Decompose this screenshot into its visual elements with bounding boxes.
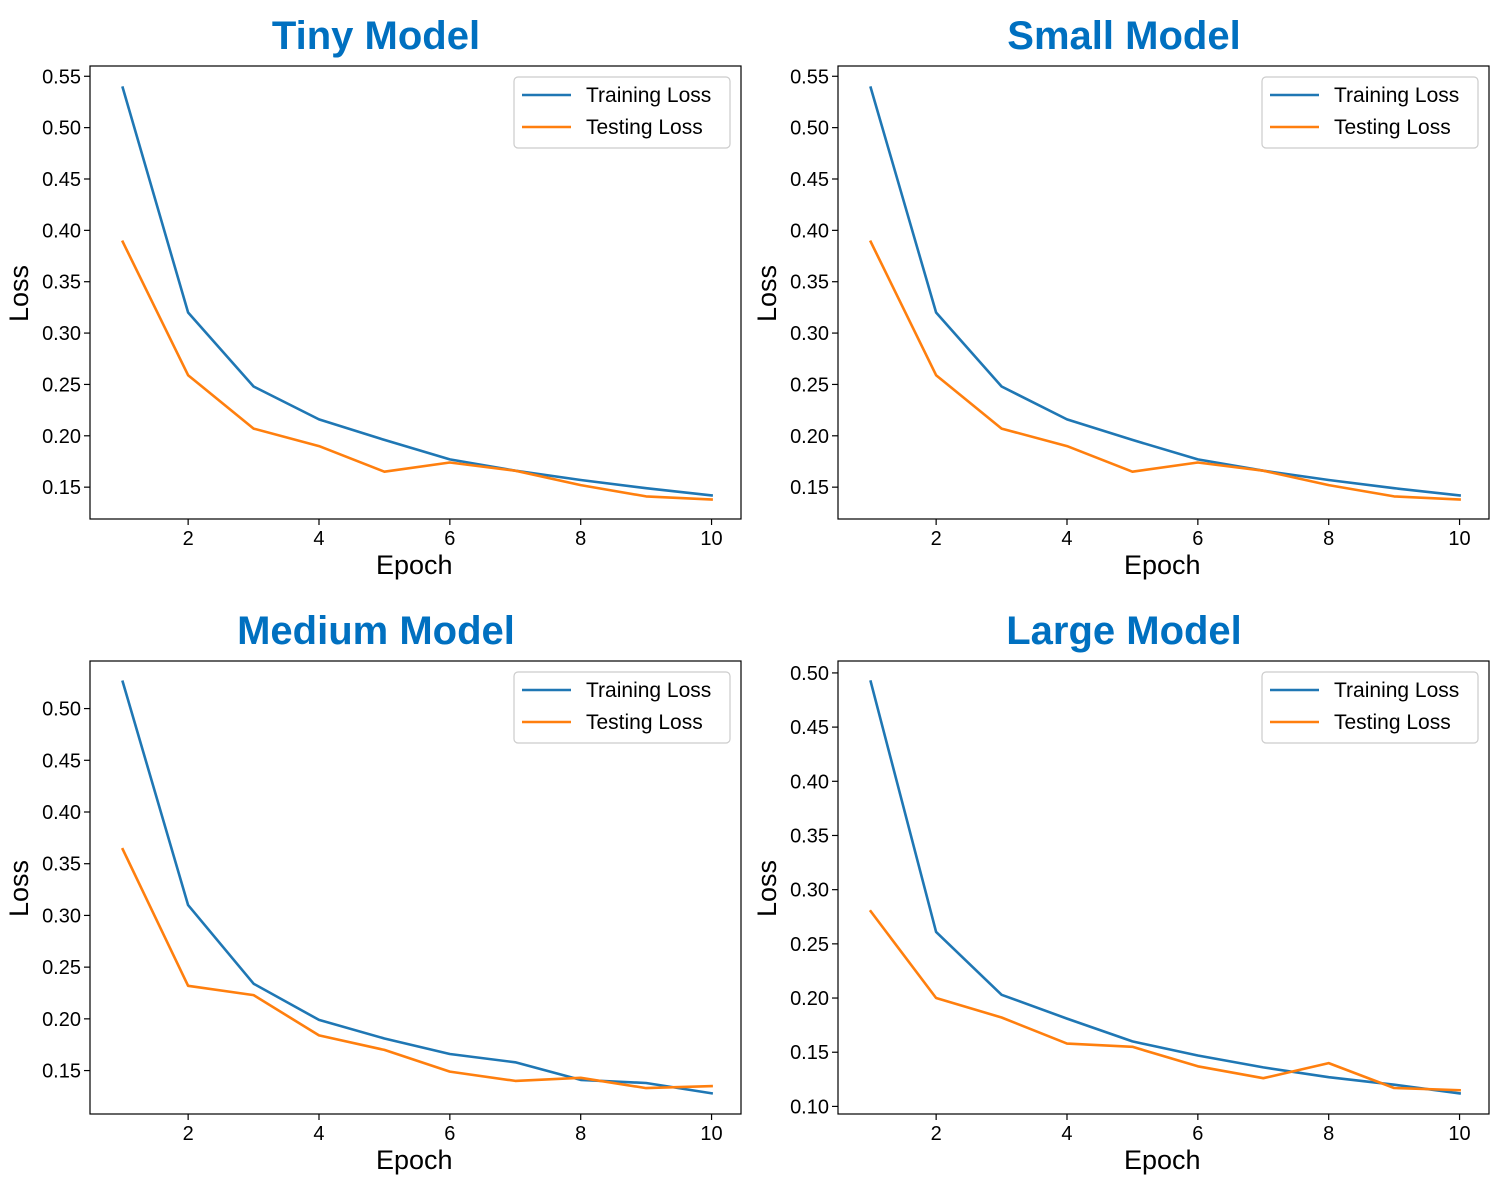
y-tick-label: 0.50 bbox=[42, 699, 81, 721]
legend: Training Loss Testing Loss bbox=[513, 76, 731, 149]
y-axis-label: Loss bbox=[752, 264, 783, 323]
plot-frame bbox=[89, 660, 742, 1115]
x-tick-label: 8 bbox=[575, 1123, 586, 1145]
plot-frame bbox=[837, 660, 1490, 1115]
y-tick-label: 0.30 bbox=[42, 905, 81, 927]
y-tick-label: 0.45 bbox=[790, 717, 829, 739]
chart-panel-medium: Medium Model 0.15 0.20 0.25 0.30 0.35 0.40 0.4… bbox=[0, 595, 752, 1185]
x-axis-label: Epoch bbox=[376, 550, 453, 580]
y-tick-label: 0.15 bbox=[790, 477, 829, 499]
y-tick-label: 0.40 bbox=[790, 220, 829, 242]
legend-training-label: Training Loss bbox=[586, 679, 711, 702]
testing-loss-line bbox=[868, 239, 1461, 501]
training-loss-line bbox=[121, 680, 714, 1095]
x-tick-label: 6 bbox=[1192, 528, 1203, 550]
legend-training-label: Training Loss bbox=[1334, 84, 1459, 107]
plot-svg: 0.15 0.20 0.25 0.30 0.35 0.40 0.45 0.50 0.55 2 4 6 8… bbox=[42, 65, 742, 550]
y-tick-label: 0.25 bbox=[790, 934, 829, 956]
y-tick-label: 0.45 bbox=[790, 169, 829, 191]
legend-testing-label: Testing Loss bbox=[586, 116, 703, 139]
x-tick-label: 6 bbox=[444, 1123, 455, 1145]
y-tick-label: 0.40 bbox=[42, 220, 81, 242]
y-tick-label: 0.15 bbox=[42, 477, 81, 499]
legend: Training Loss Testing Loss bbox=[1261, 76, 1479, 149]
plot-frame bbox=[89, 65, 742, 520]
plot-svg: 0.10 0.15 0.20 0.25 0.30 0.35 0.40 0.45 0.50 2 4 6 8… bbox=[790, 660, 1490, 1145]
y-tick-label: 0.15 bbox=[42, 1061, 81, 1083]
training-loss-line bbox=[869, 680, 1462, 1095]
legend-testing-label: Testing Loss bbox=[1334, 711, 1451, 734]
training-loss-line bbox=[121, 85, 714, 497]
x-tick-label: 10 bbox=[1448, 528, 1470, 550]
chart-title: Tiny Model bbox=[271, 14, 481, 58]
y-tick-label: 0.55 bbox=[42, 66, 81, 88]
y-tick-label: 0.35 bbox=[42, 854, 81, 876]
x-tick-label: 8 bbox=[575, 528, 586, 550]
legend-training-label: Training Loss bbox=[586, 84, 711, 107]
x-tick-label: 2 bbox=[931, 528, 942, 550]
chart-title: Small Model bbox=[1007, 14, 1241, 58]
y-tick-label: 0.45 bbox=[42, 169, 81, 191]
y-tick-label: 0.30 bbox=[790, 323, 829, 345]
y-tick-label: 0.35 bbox=[790, 825, 829, 847]
x-tick-label: 10 bbox=[700, 528, 722, 550]
chart-title: Large Model bbox=[1006, 609, 1242, 653]
x-tick-label: 6 bbox=[1192, 1123, 1203, 1145]
legend-training-label: Training Loss bbox=[1334, 679, 1459, 702]
y-tick-label: 0.45 bbox=[42, 750, 81, 772]
chart-panel-tiny: Tiny Model 0.15 0.20 0.25 0.30 0.35 0.40 0.45 0… bbox=[0, 0, 752, 590]
x-tick-label: 10 bbox=[700, 1123, 722, 1145]
legend-testing-label: Testing Loss bbox=[1334, 116, 1451, 139]
x-axis-label: Epoch bbox=[1124, 550, 1201, 580]
x-axis-label: Epoch bbox=[1124, 1145, 1201, 1175]
legend: Training Loss Testing Loss bbox=[513, 671, 731, 744]
legend: Training Loss Testing Loss bbox=[1261, 671, 1479, 744]
y-tick-label: 0.25 bbox=[42, 957, 81, 979]
chart-panel-small: Small Model 0.15 0.20 0.25 0.30 0.35 0.40 0.45… bbox=[748, 0, 1500, 590]
x-axis-label: Epoch bbox=[376, 1145, 453, 1175]
y-tick-label: 0.10 bbox=[790, 1096, 829, 1118]
y-tick-label: 0.20 bbox=[790, 988, 829, 1010]
y-tick-label: 0.25 bbox=[790, 374, 829, 396]
y-axis-label: Loss bbox=[4, 264, 35, 323]
testing-loss-line bbox=[868, 909, 1461, 1092]
x-tick-label: 4 bbox=[313, 528, 324, 550]
y-axis-label: Loss bbox=[752, 859, 783, 918]
y-tick-label: 0.50 bbox=[42, 118, 81, 140]
y-tick-label: 0.50 bbox=[790, 118, 829, 140]
x-tick-label: 8 bbox=[1323, 528, 1334, 550]
legend-testing-label: Testing Loss bbox=[586, 711, 703, 734]
y-axis-label: Loss bbox=[4, 859, 35, 918]
y-tick-label: 0.20 bbox=[42, 426, 81, 448]
chart-panel-large: Large Model 0.10 0.15 0.20 0.25 0.30 0.35 0.40… bbox=[748, 595, 1500, 1185]
y-tick-label: 0.30 bbox=[42, 323, 81, 345]
y-tick-label: 0.40 bbox=[42, 802, 81, 824]
plot-frame bbox=[837, 65, 1490, 520]
plot-svg: 0.15 0.20 0.25 0.30 0.35 0.40 0.45 0.50 2 4 6 8 10 Tr… bbox=[42, 660, 742, 1145]
y-tick-label: 0.35 bbox=[790, 272, 829, 294]
testing-loss-line bbox=[120, 847, 713, 1090]
y-tick-label: 0.30 bbox=[790, 880, 829, 902]
y-tick-label: 0.15 bbox=[790, 1042, 829, 1064]
y-tick-label: 0.25 bbox=[42, 374, 81, 396]
y-tick-label: 0.20 bbox=[42, 1009, 81, 1031]
x-tick-label: 4 bbox=[1061, 528, 1072, 550]
chart-title: Medium Model bbox=[237, 609, 515, 653]
x-tick-label: 2 bbox=[931, 1123, 942, 1145]
x-tick-label: 10 bbox=[1448, 1123, 1470, 1145]
y-tick-label: 0.50 bbox=[790, 663, 829, 685]
y-tick-label: 0.20 bbox=[790, 426, 829, 448]
y-tick-label: 0.55 bbox=[790, 66, 829, 88]
y-tick-label: 0.35 bbox=[42, 272, 81, 294]
plot-svg: 0.15 0.20 0.25 0.30 0.35 0.40 0.45 0.50 0.55 2 4 6 8… bbox=[790, 65, 1490, 550]
x-tick-label: 4 bbox=[313, 1123, 324, 1145]
x-tick-label: 8 bbox=[1323, 1123, 1334, 1145]
y-tick-label: 0.40 bbox=[790, 771, 829, 793]
x-tick-label: 2 bbox=[183, 1123, 194, 1145]
x-tick-label: 4 bbox=[1061, 1123, 1072, 1145]
x-tick-label: 2 bbox=[183, 528, 194, 550]
training-loss-line bbox=[869, 85, 1462, 497]
testing-loss-line bbox=[120, 239, 713, 501]
x-tick-label: 6 bbox=[444, 528, 455, 550]
